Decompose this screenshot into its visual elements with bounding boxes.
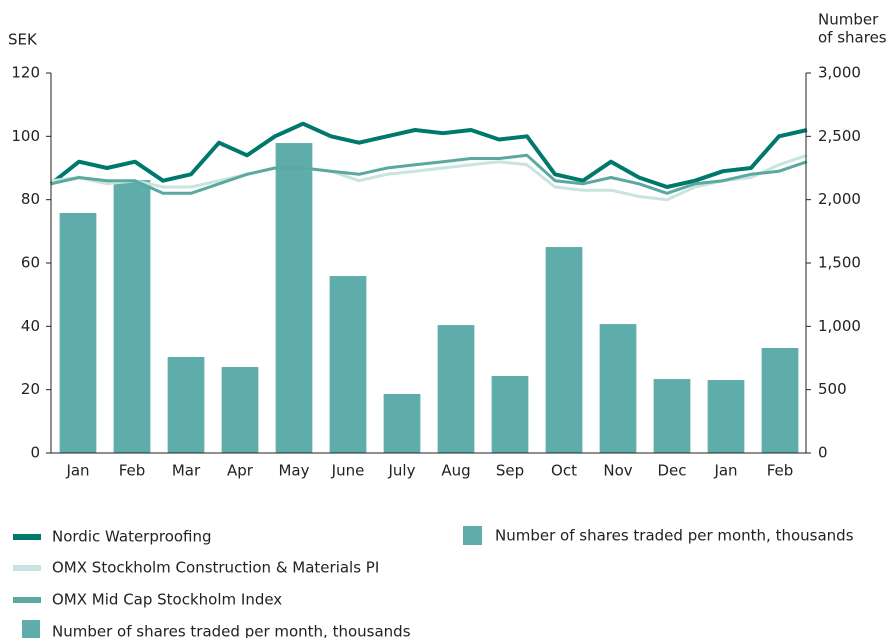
y2-tick-label: 1,500 — [818, 254, 861, 272]
line-series — [50, 153, 808, 195]
x-tick-label: Nov — [603, 462, 632, 480]
y-tick-label: 20 — [21, 380, 40, 398]
bar — [599, 324, 637, 453]
legend-label: Nordic Waterproofing — [52, 528, 212, 546]
bar — [113, 180, 151, 454]
y-tick-label: 100 — [11, 127, 40, 145]
x-tick-label: Apr — [227, 462, 254, 480]
legend-label: OMX Mid Cap Stockholm Index — [52, 591, 282, 609]
y2-tick-label: 500 — [818, 380, 847, 398]
x-tick-label: Aug — [441, 462, 470, 480]
y2-tick-label: 0 — [818, 444, 828, 462]
y-tick-label: 80 — [21, 190, 40, 208]
bar — [761, 347, 799, 453]
bar — [59, 212, 97, 453]
y2-tick-label: 1,000 — [818, 317, 861, 335]
bar — [167, 356, 205, 453]
bar — [221, 366, 259, 453]
y-tick-label: 60 — [21, 254, 40, 272]
legend-label: Number of shares traded per month, thous… — [52, 623, 411, 638]
x-tick-label: Dec — [657, 462, 686, 480]
bar — [329, 276, 367, 453]
bar — [545, 247, 583, 453]
legend-label: OMX Stockholm Construction & Materials P… — [52, 559, 379, 577]
y2-tick-label: 3,000 — [818, 64, 861, 82]
line-series — [50, 153, 808, 202]
legend-swatch — [463, 526, 482, 545]
x-tick-label: Feb — [767, 462, 794, 480]
bar — [491, 375, 529, 453]
y-tick-label: 0 — [30, 444, 40, 462]
legend-label: Number of shares traded per month, thous… — [495, 527, 854, 545]
legend-swatch — [22, 620, 40, 638]
y-tick-label: 120 — [11, 64, 40, 82]
line-series — [49, 121, 808, 189]
x-tick-label: Jan — [713, 462, 737, 480]
y2-axis-label: of shares — [818, 29, 887, 47]
x-tick-label: May — [278, 462, 309, 480]
bar — [653, 379, 691, 453]
x-tick-label: Feb — [119, 462, 146, 480]
x-tick-label: July — [388, 462, 416, 480]
x-tick-label: Mar — [172, 462, 201, 480]
bar — [437, 325, 475, 453]
bar — [383, 393, 421, 453]
y2-tick-label: 2,500 — [818, 127, 861, 145]
y2-axis-label: Number — [818, 11, 879, 29]
x-tick-label: Sep — [496, 462, 524, 480]
y-axis-label: SEK — [8, 31, 38, 49]
y-tick-label: 40 — [21, 317, 40, 335]
bar — [275, 143, 313, 453]
x-tick-label: Jan — [65, 462, 89, 480]
x-tick-label: June — [331, 462, 365, 480]
x-tick-label: Oct — [551, 462, 577, 480]
bar — [707, 380, 745, 453]
y2-tick-label: 2,000 — [818, 190, 861, 208]
